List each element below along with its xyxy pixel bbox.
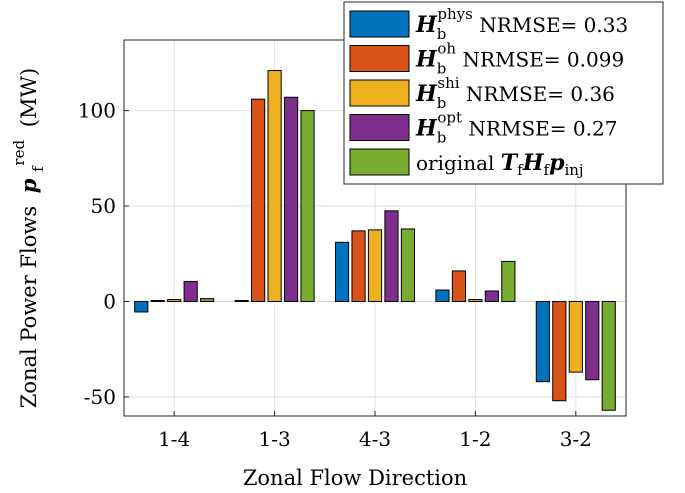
legend-swatch [349, 79, 410, 107]
x-tick-label: 1-4 [158, 427, 190, 451]
bar [200, 298, 215, 302]
legend-swatch [349, 10, 410, 38]
x-tick-label: 1-2 [459, 427, 491, 451]
y-axis-label-unit: (MW) [17, 68, 41, 127]
y-axis-label-text: Zonal Power Flows [17, 206, 41, 408]
y-tick-label: 100 [78, 99, 116, 123]
bar [484, 290, 499, 302]
bar [601, 300, 616, 411]
legend-swatch [349, 148, 410, 176]
y-axis-label-symbol: p [16, 178, 41, 193]
bar [501, 260, 516, 302]
svg-text:Zonal Power Flows p: Zonal Power Flows p f red (MW) [5, 68, 48, 409]
bar [134, 300, 149, 313]
y-axis-label-sub: f [29, 165, 47, 172]
x-tick-label: 4-3 [359, 427, 391, 451]
bar [267, 70, 282, 302]
bar [435, 289, 450, 302]
bar [183, 280, 198, 302]
y-tick-label: 50 [91, 194, 116, 218]
x-tick-label: 3-2 [560, 427, 592, 451]
legend-entry-label: Hboh NRMSE= 0.099 [415, 40, 624, 78]
bar [535, 300, 550, 383]
legend-swatch [349, 114, 410, 141]
bar [367, 229, 383, 302]
legend-entry-label: original TfHfpinj [416, 150, 584, 179]
legend-swatch [349, 45, 410, 72]
y-tick-label: 0 [103, 289, 116, 313]
legend-entry-label: Hbopt NRMSE= 0.27 [415, 109, 617, 147]
bar [585, 300, 600, 381]
bar [552, 300, 567, 402]
bar [283, 96, 299, 302]
y-axis-label: Zonal Power Flows p f red (MW) [5, 68, 48, 409]
bar [568, 300, 583, 373]
y-axis-label-sup: red [10, 140, 28, 166]
legend-entry-label: Hbshi NRMSE= 0.36 [415, 74, 615, 112]
x-tick-label: 1-3 [258, 427, 290, 451]
bar [451, 270, 467, 302]
ticks: -50 0 50 100 1-4 1-3 4-3 1-2 3-2 [78, 99, 592, 451]
bar [468, 299, 483, 302]
x-axis-label: Zonal Flow Direction [243, 466, 467, 490]
bar [234, 300, 249, 302]
bar [400, 228, 416, 302]
bar [351, 230, 366, 302]
bar [334, 241, 350, 302]
bar [300, 110, 315, 302]
bars [134, 70, 616, 411]
bar [167, 299, 182, 302]
bar [251, 98, 266, 302]
bar [384, 210, 399, 302]
legend-entry-label: Hbphys NRMSE= 0.33 [415, 5, 628, 43]
y-tick-label: -50 [84, 385, 116, 409]
bar [150, 300, 165, 302]
